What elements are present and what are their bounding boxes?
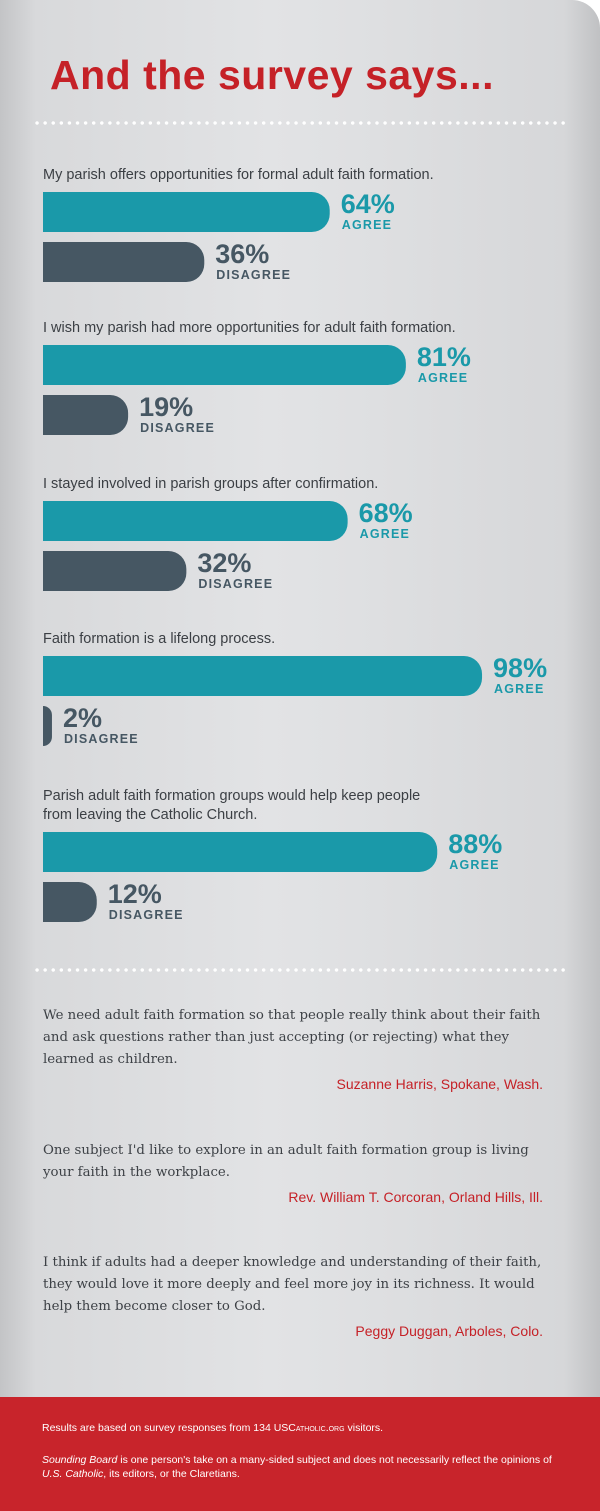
disagree-percent-label: 19% (139, 392, 193, 422)
sounding-board-note: Sounding Board is one person's take on a… (42, 1454, 552, 1480)
quote-author: Rev. William T. Corcoran, Orland Hills, … (288, 1189, 543, 1205)
disagree-bar (43, 395, 129, 435)
disagree-bar (43, 882, 97, 922)
disagree-caption: DISAGREE (109, 908, 184, 922)
agree-bar (43, 656, 483, 696)
disagree-caption: DISAGREE (140, 421, 215, 435)
disagree-percent-label: 2% (63, 703, 102, 733)
disagree-caption: DISAGREE (64, 732, 139, 746)
disagree-percent-label: 32% (197, 548, 251, 578)
publication-name: U.S. Catholic (42, 1468, 104, 1480)
question-text: from leaving the Catholic Church. (43, 807, 257, 823)
footer-disclaimer: Results are based on survey responses fr… (0, 1397, 600, 1511)
agree-caption: AGREE (342, 218, 392, 232)
disagree-percent-label: 12% (108, 879, 162, 909)
agree-caption: AGREE (360, 527, 410, 541)
agree-percent-label: 98% (493, 653, 547, 683)
disagree-bar (43, 242, 205, 282)
question-text: I wish my parish had more opportunities … (43, 320, 456, 336)
disagree-caption: DISAGREE (216, 268, 291, 282)
disagree-caption: DISAGREE (198, 577, 273, 591)
agree-bar (43, 501, 348, 541)
agree-bar (43, 345, 406, 385)
agree-caption: AGREE (494, 682, 544, 696)
agree-percent-label: 88% (448, 829, 502, 859)
disagree-bar (43, 551, 187, 591)
question-text: Parish adult faith formation groups woul… (43, 788, 420, 804)
question-text: I stayed involved in parish groups after… (43, 476, 378, 492)
quote-text: We need adult faith formation so that pe… (43, 1008, 541, 1067)
site-name: Catholic.org (288, 1422, 345, 1434)
agree-bar (43, 192, 330, 232)
quote-3: I think if adults had a deeper knowledge… (43, 1252, 543, 1339)
dotted-divider-top (33, 121, 569, 125)
disagree-percent-label: 36% (215, 239, 269, 269)
question-text: Faith formation is a lifelong process. (43, 631, 275, 647)
quote-2: One subject I'd like to explore in an ad… (43, 1140, 543, 1205)
sounding-board-name: Sounding Board (42, 1454, 118, 1466)
quote-1: We need adult faith formation so that pe… (43, 1005, 543, 1092)
agree-caption: AGREE (418, 371, 468, 385)
dotted-divider-bottom (33, 968, 569, 972)
page-title: And the survey says... (50, 52, 494, 98)
quote-text: I think if adults had a deeper knowledge… (43, 1255, 542, 1314)
survey-bar-chart: My parish offers opportunities for forma… (43, 167, 547, 922)
quote-text: One subject I'd like to explore in an ad… (43, 1143, 529, 1180)
agree-percent-label: 81% (417, 342, 471, 372)
disagree-bar (43, 706, 52, 746)
agree-percent-label: 64% (341, 189, 395, 219)
results-note: Results are based on survey responses fr… (42, 1422, 384, 1434)
question-text: My parish offers opportunities for forma… (43, 167, 434, 183)
agree-bar (43, 832, 438, 872)
agree-caption: AGREE (449, 858, 499, 872)
quote-author: Peggy Duggan, Arboles, Colo. (355, 1323, 543, 1339)
agree-percent-label: 68% (359, 498, 413, 528)
quote-author: Suzanne Harris, Spokane, Wash. (336, 1076, 543, 1092)
